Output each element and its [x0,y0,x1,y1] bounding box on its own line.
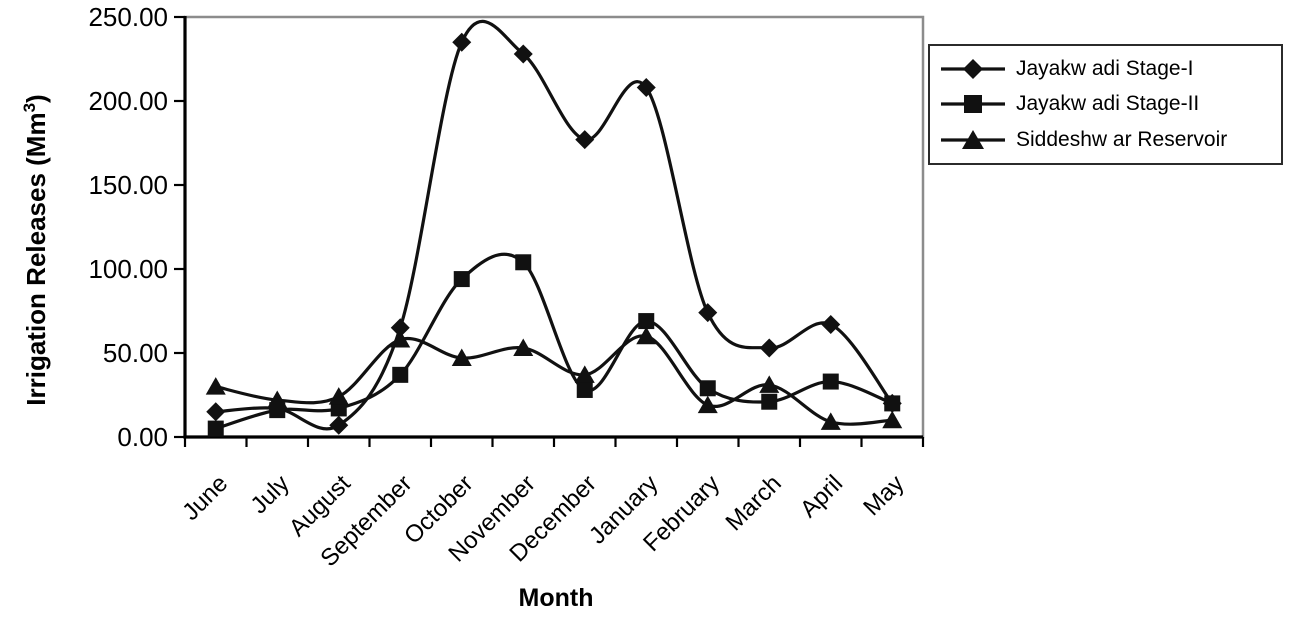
square-marker [453,271,470,288]
legend-item: Siddeshw ar Reservoir [930,128,1281,152]
y-axis-title-superscript: 3 [20,102,40,113]
square-marker [638,313,655,330]
diamond-marker [821,314,841,334]
triangle-marker [820,412,841,430]
diamond-marker [329,415,349,435]
triangle-marker [205,377,226,395]
legend-triangle-sample-icon [941,130,1005,150]
square-marker [515,254,532,271]
y-tick-label: 100.00 [88,254,168,284]
triangle-marker [267,390,288,409]
y-tick-label: 200.00 [88,86,168,116]
y-tick-label: 250.00 [88,2,168,32]
diamond-marker [206,402,226,422]
square-marker [761,393,778,410]
triangle-marker [636,326,657,345]
square-marker [822,373,839,390]
y-axis-title-suffix: ) [20,94,51,103]
y-axis-title: Irrigation Releases (Mm3) [20,94,52,405]
diamond-marker [390,318,410,338]
y-tick-label: 0.00 [117,422,168,452]
legend-label: Jayakw adi Stage-II [1016,92,1200,116]
legend-diamond-sample-icon [941,58,1005,79]
square-marker [576,381,593,398]
triangle-marker [697,395,718,414]
diamond-marker [513,44,533,64]
triangle-marker [451,348,472,367]
legend: Jayakw adi Stage-I Jayakw adi Stage-II Sid… [928,44,1283,165]
legend-item: Jayakw adi Stage-II [930,92,1281,116]
legend-square-sample-icon [941,95,1005,114]
triangle-marker [390,330,411,348]
square-marker [392,366,409,383]
square-marker [884,395,901,412]
legend-label: Siddeshw ar Reservoir [1016,128,1228,152]
diamond-marker [759,338,779,358]
triangle-marker [759,375,780,393]
y-axis-title-text: Irrigation Releases (Mm [20,112,51,406]
square-marker [699,380,716,397]
y-tick-label: 150.00 [88,170,168,200]
series-line [214,19,894,431]
diamond-marker [575,130,595,150]
x-axis-title: Month [518,584,594,612]
diamond-marker [636,78,656,98]
triangle-marker [328,387,349,405]
legend-item: Jayakw adi Stage-I [930,57,1281,81]
diamond-marker [698,303,718,323]
legend-label: Jayakw adi Stage-I [1016,56,1194,80]
triangle-marker [574,365,595,383]
plot-border [183,15,925,439]
square-marker [207,420,224,437]
diamond-marker [452,32,472,52]
triangle-marker [882,410,903,429]
y-tick-label: 50.00 [102,338,168,368]
triangle-marker [513,338,534,356]
